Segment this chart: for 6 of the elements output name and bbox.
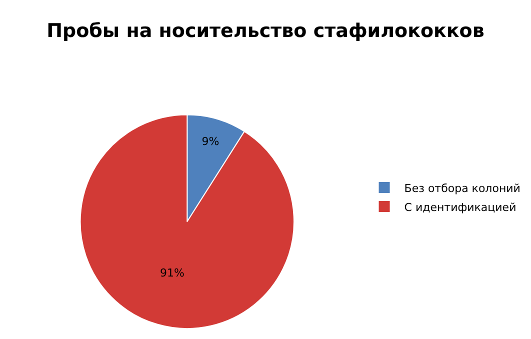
pie-slice <box>80 114 294 329</box>
legend-label: Без отбора колоний <box>404 182 520 195</box>
data-label: 91% <box>160 266 184 280</box>
chart-title: Пробы на носительство стафилококков <box>46 20 484 42</box>
data-label: 9% <box>202 134 220 148</box>
legend-label: С идентификацией <box>404 200 516 214</box>
